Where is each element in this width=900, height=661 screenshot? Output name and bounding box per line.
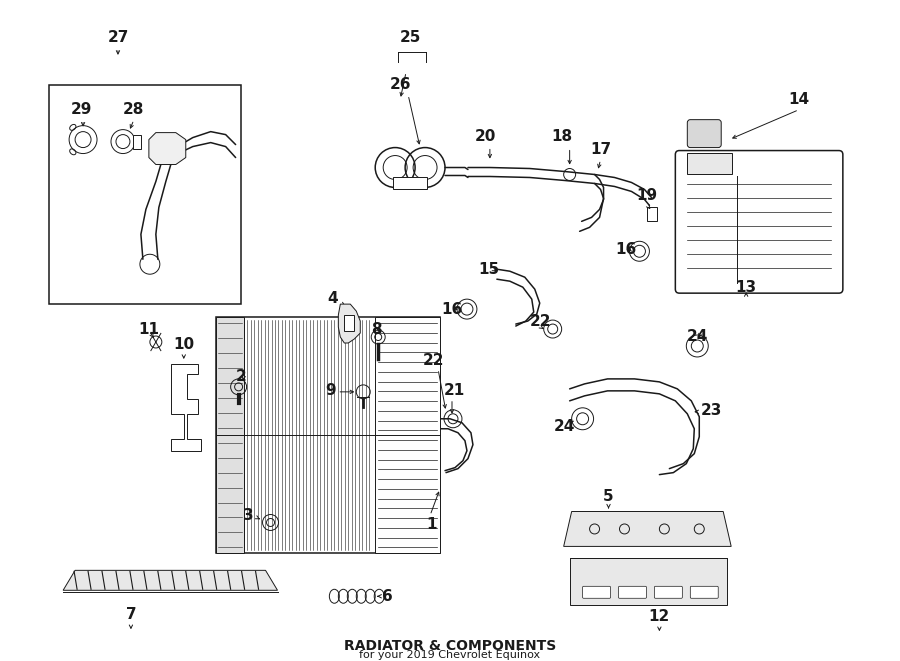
Text: 19: 19: [636, 188, 657, 203]
Text: 26: 26: [390, 77, 411, 93]
Text: 29: 29: [70, 102, 92, 117]
Text: 16: 16: [442, 301, 463, 317]
Text: 10: 10: [173, 338, 194, 352]
Text: 9: 9: [325, 383, 336, 399]
Text: 6: 6: [382, 589, 392, 603]
Bar: [50, 85, 240, 304]
Text: 22: 22: [422, 354, 444, 368]
Text: 16: 16: [616, 242, 636, 256]
Text: 3: 3: [243, 508, 254, 523]
Text: 21: 21: [444, 383, 464, 399]
Polygon shape: [570, 559, 727, 605]
Polygon shape: [63, 570, 277, 590]
Text: 17: 17: [590, 142, 611, 157]
Bar: [393, 178, 428, 190]
Bar: [216, 317, 440, 553]
Bar: [647, 208, 657, 221]
Text: 24: 24: [687, 329, 708, 344]
Text: for your 2019 Chevrolet Equinox: for your 2019 Chevrolet Equinox: [359, 650, 541, 660]
Polygon shape: [338, 304, 360, 343]
Text: 25: 25: [400, 30, 421, 46]
FancyBboxPatch shape: [688, 120, 721, 147]
Polygon shape: [345, 315, 355, 331]
Text: 1: 1: [427, 517, 437, 532]
Text: 7: 7: [126, 607, 136, 622]
Bar: [375, 317, 440, 553]
Text: 28: 28: [123, 102, 145, 117]
Text: 24: 24: [554, 419, 575, 434]
FancyBboxPatch shape: [675, 151, 843, 293]
Polygon shape: [171, 364, 201, 451]
Text: 14: 14: [788, 93, 809, 107]
FancyBboxPatch shape: [618, 586, 646, 598]
Text: 20: 20: [475, 129, 497, 144]
Text: 18: 18: [551, 129, 572, 144]
Text: 27: 27: [107, 30, 129, 46]
Text: 22: 22: [530, 313, 552, 329]
Bar: [133, 135, 141, 149]
Text: 11: 11: [139, 321, 159, 336]
Text: 4: 4: [327, 291, 338, 305]
Text: RADIATOR & COMPONENTS: RADIATOR & COMPONENTS: [344, 639, 556, 653]
FancyBboxPatch shape: [582, 586, 610, 598]
FancyBboxPatch shape: [654, 586, 682, 598]
Polygon shape: [563, 512, 731, 547]
Text: 12: 12: [649, 609, 670, 624]
FancyBboxPatch shape: [690, 586, 718, 598]
Text: 15: 15: [479, 262, 500, 277]
Polygon shape: [148, 133, 185, 165]
Text: 23: 23: [700, 403, 722, 418]
Text: 2: 2: [236, 369, 247, 385]
Circle shape: [697, 123, 712, 139]
Text: 13: 13: [735, 280, 757, 295]
Text: 8: 8: [371, 321, 382, 336]
Bar: [216, 317, 244, 553]
Bar: [688, 153, 733, 175]
Text: 5: 5: [603, 489, 614, 504]
